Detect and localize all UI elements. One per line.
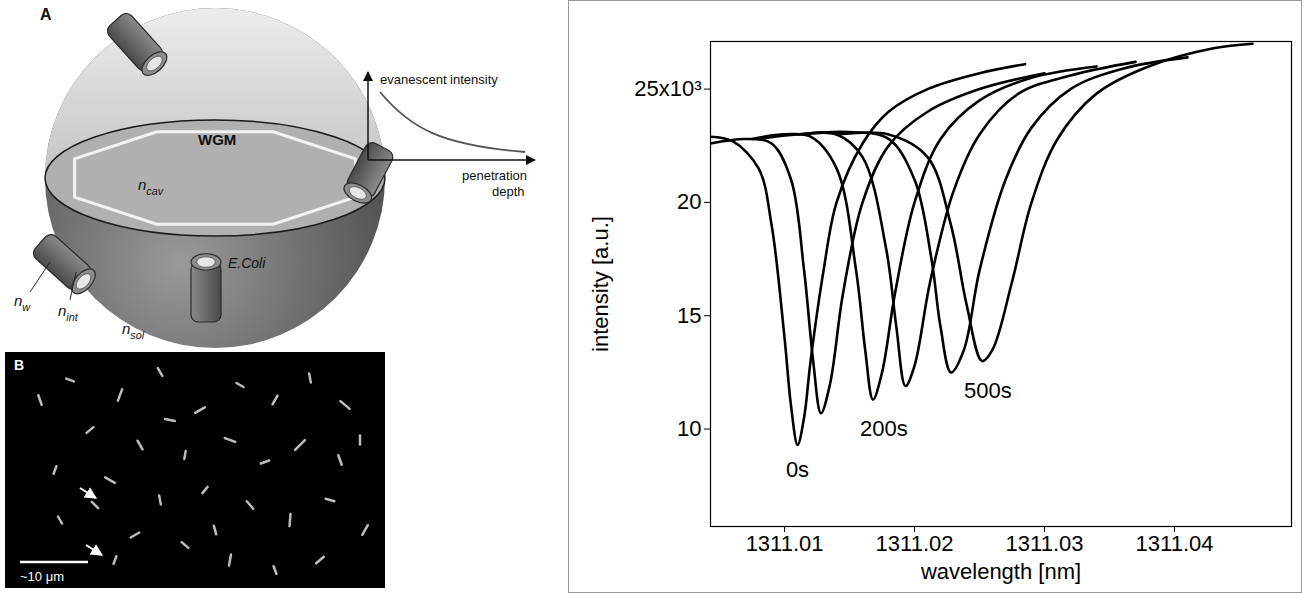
svg-text:0s: 0s (786, 457, 809, 482)
svg-text:1311.04: 1311.04 (1136, 531, 1214, 556)
svg-text:penetrationdepth: penetrationdepth (462, 168, 527, 199)
svg-text:~10 μm: ~10 μm (20, 569, 64, 584)
svg-text:E.Coli: E.Coli (228, 255, 266, 271)
svg-text:nw: nw (14, 292, 31, 313)
svg-text:nint: nint (58, 302, 79, 323)
svg-text:intensity [a.u.]: intensity [a.u.] (588, 216, 613, 352)
svg-text:A: A (40, 6, 52, 23)
svg-text:evanescent intensity: evanescent intensity (380, 72, 498, 87)
svg-text:25x10³: 25x10³ (634, 76, 701, 101)
svg-text:10: 10 (677, 416, 701, 441)
svg-text:wavelength [nm]: wavelength [nm] (920, 559, 1081, 584)
svg-text:200s: 200s (860, 416, 908, 441)
svg-text:20: 20 (677, 189, 701, 214)
svg-text:1311.01: 1311.01 (746, 531, 824, 556)
svg-text:1311.02: 1311.02 (876, 531, 954, 556)
svg-text:B: B (14, 357, 24, 373)
svg-text:15: 15 (677, 303, 701, 328)
svg-text:ncav: ncav (138, 176, 164, 197)
svg-text:1311.03: 1311.03 (1006, 531, 1084, 556)
svg-text:WGM: WGM (198, 131, 236, 148)
svg-text:500s: 500s (964, 378, 1012, 403)
svg-text:nsol: nsol (122, 320, 145, 341)
